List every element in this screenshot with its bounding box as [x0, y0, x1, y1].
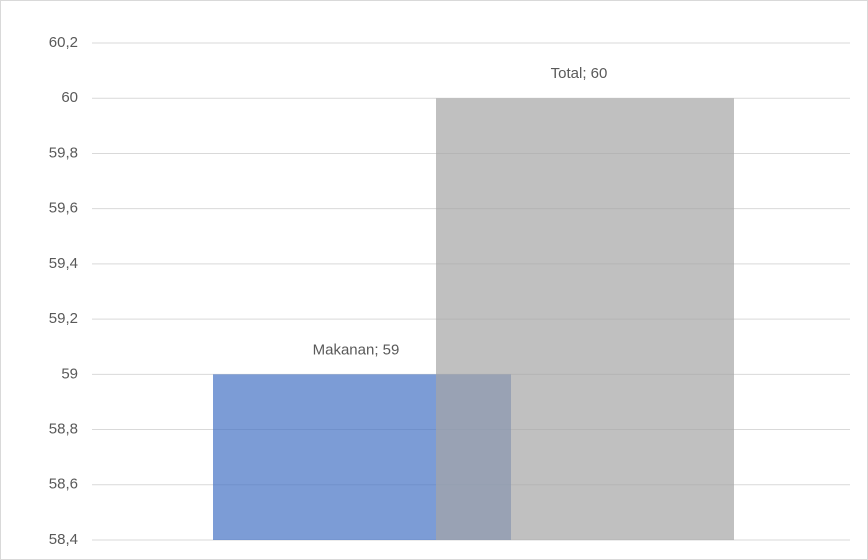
bar — [436, 98, 734, 540]
y-tick-label: 58,8 — [49, 421, 78, 438]
y-tick-label: 59,4 — [49, 255, 78, 272]
y-tick-label: 58,4 — [49, 531, 78, 548]
y-tick-label: 59,2 — [49, 310, 78, 327]
y-tick-label: 59,8 — [49, 144, 78, 161]
y-tick-label: 60,2 — [49, 34, 78, 51]
y-tick-label: 60 — [61, 89, 78, 106]
y-tick-label: 58,6 — [49, 476, 78, 493]
y-tick-label: 59,6 — [49, 200, 78, 217]
data-label: Makanan; 59 — [313, 341, 400, 358]
data-label: Total; 60 — [551, 65, 608, 82]
y-tick-label: 59 — [61, 365, 78, 382]
